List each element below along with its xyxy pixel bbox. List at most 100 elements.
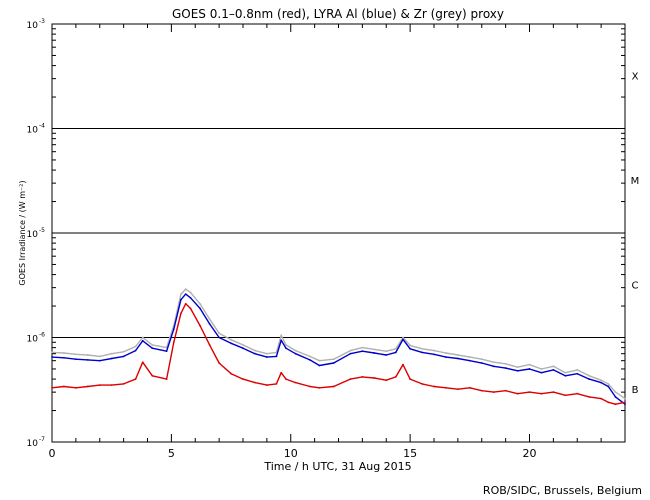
class-lines: [52, 128, 625, 338]
data-point: [254, 349, 256, 352]
data-point: [492, 365, 495, 368]
data-point: [409, 378, 412, 380]
data-point: [402, 338, 404, 341]
x-tick-label: 10: [284, 447, 298, 460]
x-tick-label: 15: [403, 447, 417, 460]
data-point: [361, 350, 364, 353]
data-point: [433, 385, 435, 388]
y-axis-label: GOES Irradiance / (W m⁻²): [18, 180, 27, 285]
data-point: [242, 343, 244, 346]
data-point: [151, 343, 154, 346]
data-point: [98, 355, 101, 358]
data-point: [409, 344, 412, 347]
data-point: [445, 352, 447, 354]
data-point: [480, 389, 483, 392]
data-point: [134, 345, 137, 348]
data-point: [433, 353, 435, 356]
data-point: [151, 347, 154, 350]
data-point: [540, 371, 543, 374]
data-point: [285, 347, 287, 350]
data-point: [180, 293, 182, 296]
data-point: [480, 358, 483, 361]
data-point: [86, 354, 89, 356]
data-point: [433, 349, 435, 352]
data-point: [110, 384, 113, 387]
data-point: [394, 351, 397, 354]
series-line-2: [51, 303, 626, 405]
data-point: [74, 353, 77, 356]
data-point: [421, 351, 423, 354]
data-point: [285, 378, 287, 380]
data-point: [199, 324, 201, 327]
chart-title: GOES 0.1–0.8nm (red), LYRA Al (blue) & Z…: [172, 7, 504, 21]
data-point: [614, 396, 617, 398]
data-point: [184, 288, 187, 291]
data-point: [199, 302, 201, 305]
data-point: [402, 336, 404, 339]
class-label-x: X: [632, 72, 639, 83]
y-tick-label: 10: [27, 439, 39, 449]
data-point: [218, 362, 221, 364]
series-group: [51, 288, 626, 406]
data-point: [230, 338, 232, 341]
data-point: [588, 374, 591, 377]
data-point: [332, 385, 335, 388]
data-point: [189, 296, 192, 299]
data-point: [576, 368, 579, 371]
data-point: [588, 378, 591, 380]
data-point: [516, 369, 519, 372]
data-point: [504, 389, 507, 392]
data-point: [208, 322, 211, 325]
data-point: [394, 375, 397, 378]
data-point: [230, 342, 232, 345]
data-point: [63, 356, 65, 359]
data-point: [294, 349, 297, 352]
data-point: [600, 381, 603, 384]
data-point: [576, 392, 579, 395]
x-tick-label: 5: [168, 447, 175, 460]
data-point: [180, 298, 182, 301]
data-point: [564, 374, 567, 377]
data-point: [409, 347, 412, 350]
data-point: [361, 375, 364, 378]
data-point: [63, 385, 65, 388]
data-point: [280, 334, 283, 337]
data-point: [134, 378, 137, 380]
series-line-0: [51, 288, 626, 400]
data-point: [421, 382, 423, 385]
data-point: [265, 356, 268, 358]
data-point: [394, 347, 397, 350]
data-point: [86, 385, 89, 388]
data-point: [275, 382, 278, 385]
data-point: [445, 356, 447, 358]
y-tick-exponent: -4: [39, 123, 45, 130]
data-point: [552, 365, 555, 368]
y-tick-exponent: -5: [39, 227, 45, 234]
data-point: [614, 403, 617, 406]
data-point: [445, 386, 447, 389]
data-point: [254, 352, 256, 355]
data-point: [607, 382, 610, 385]
data-point: [308, 385, 311, 388]
data-point: [294, 381, 297, 384]
data-point: [242, 347, 244, 350]
data-point: [421, 347, 423, 350]
data-point: [51, 351, 53, 354]
data-point: [516, 366, 519, 369]
data-point: [600, 379, 603, 382]
data-point: [265, 384, 268, 387]
data-point: [74, 358, 77, 361]
data-point: [492, 361, 495, 364]
data-point: [564, 371, 567, 374]
data-point: [180, 312, 182, 315]
data-point: [480, 362, 483, 364]
data-point: [63, 352, 65, 354]
data-point: [468, 359, 471, 362]
data-point: [254, 381, 256, 384]
class-label-c: C: [632, 281, 639, 292]
data-point: [265, 352, 268, 355]
data-point: [624, 401, 626, 404]
data-point: [624, 397, 626, 400]
data-point: [373, 348, 376, 351]
data-point: [456, 354, 459, 356]
